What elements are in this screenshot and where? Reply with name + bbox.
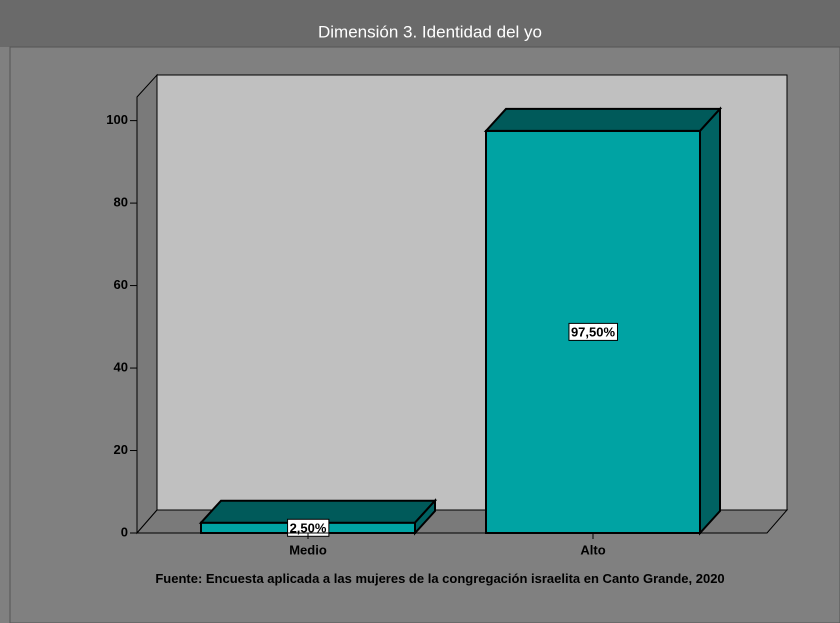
data-label: 97,50% <box>571 324 616 339</box>
title-bar <box>0 0 840 47</box>
y-tick-label: 60 <box>114 277 128 292</box>
x-tick-label: Medio <box>289 542 327 557</box>
frame <box>9 46 840 623</box>
data-label: 2,50% <box>290 520 327 535</box>
bar-side <box>414 498 436 536</box>
y-tick-label: 0 <box>121 524 128 539</box>
x-tick-label: Alto <box>580 542 605 557</box>
y-tick-label: 20 <box>114 442 128 457</box>
side-wall <box>136 73 158 535</box>
y-tick-label: 100 <box>106 112 128 127</box>
source-note: Fuente: Encuesta aplicada a las mujeres … <box>155 571 725 586</box>
y-tick-label: 80 <box>114 195 128 210</box>
data-label-box <box>568 322 618 341</box>
bar-side <box>699 106 721 536</box>
y-tick-label: 40 <box>114 359 128 374</box>
chart-title: Dimensión 3. Identidad del yo <box>318 22 542 41</box>
bar-top <box>483 107 723 132</box>
